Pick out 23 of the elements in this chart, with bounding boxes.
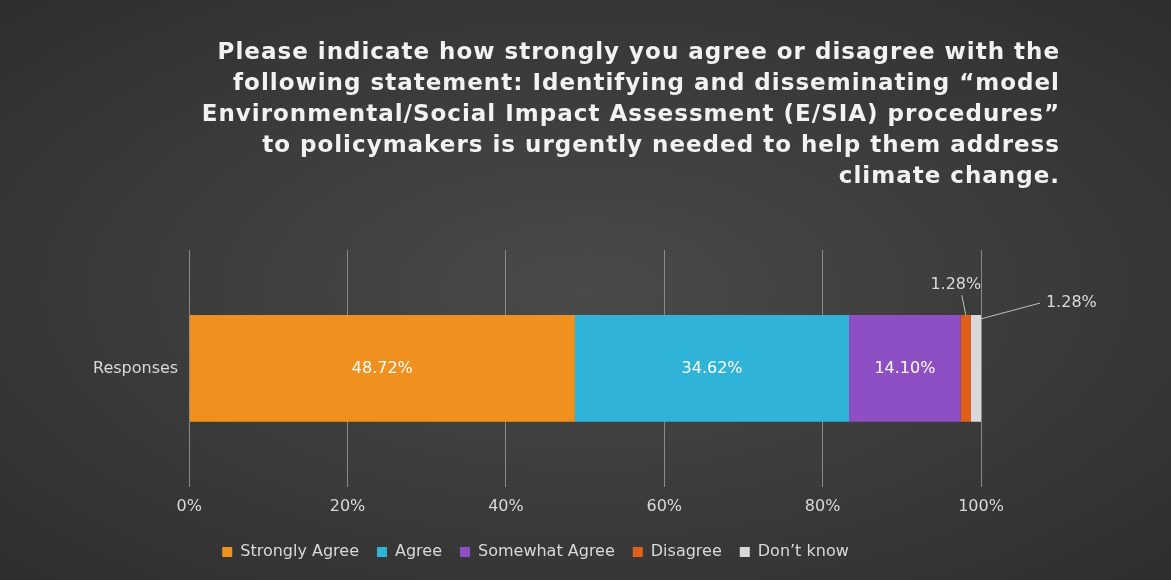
bar [574, 315, 850, 422]
legend-label: Agree [395, 541, 443, 561]
x-tick-label: 60% [646, 495, 683, 515]
legend-label: Somewhat Agree [478, 541, 615, 561]
x-tick-label: 20% [329, 495, 366, 515]
x-tick-label: 100% [958, 495, 1004, 515]
data-label: 48.72% [351, 357, 413, 377]
bar [849, 315, 961, 422]
bar [970, 315, 981, 422]
legend-label: Don’t know [757, 541, 849, 561]
data-label: 14.10% [874, 357, 936, 377]
x-tick-label: 40% [488, 495, 524, 515]
legend-label: Strongly Agree [240, 541, 360, 561]
bar [960, 315, 971, 422]
x-tick-label: 80% [804, 495, 841, 515]
y-tick-label: Responses [92, 357, 179, 377]
data-label: 1.28% [930, 274, 982, 294]
bar [189, 315, 575, 422]
legend-label: Disagree [650, 541, 722, 561]
data-label: 34.62% [681, 357, 743, 377]
x-tick-label: 0% [176, 495, 202, 515]
data-label: 1.28% [1045, 292, 1097, 312]
chart-title: Please indicate how strongly you agree or disagree with the following statement: Identifying and disseminating “model Environmental/Social Impact Assessment (E/SIA) procedures” to policymakers is urgently needed to help them address climate change. [200, 37, 1060, 190]
